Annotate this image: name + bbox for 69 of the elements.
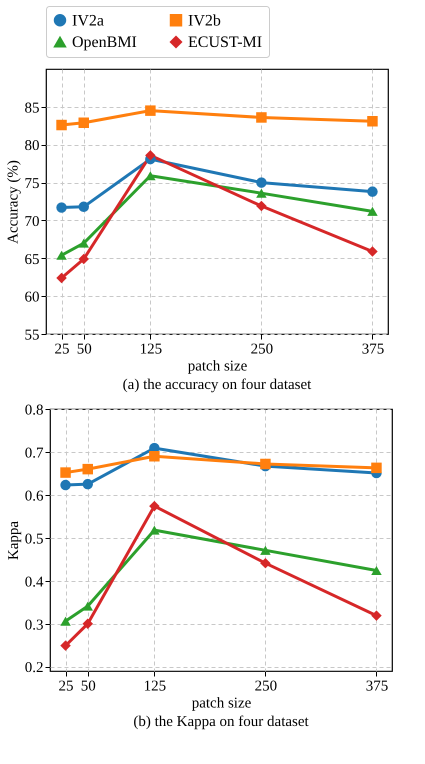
y-tick-label: 0.8 — [24, 402, 44, 418]
x-tick-label: 375 — [362, 342, 384, 358]
legend-label: OpenBMI — [72, 34, 137, 51]
x-tick-label: 25 — [54, 342, 70, 358]
point — [149, 451, 160, 462]
x-tick-label: 25 — [58, 678, 74, 694]
x-tick-label: 250 — [250, 342, 274, 358]
point — [56, 120, 67, 130]
point — [256, 112, 267, 123]
point — [78, 254, 89, 264]
point — [82, 478, 93, 490]
y-tick-label: 0.6 — [24, 488, 44, 504]
point — [256, 200, 267, 212]
legend-label: IV2a — [72, 12, 104, 30]
point — [149, 500, 160, 512]
point — [367, 186, 378, 197]
y-tick-label: 55 — [24, 328, 40, 344]
x-tick-label: 50 — [80, 678, 96, 694]
point — [56, 272, 67, 284]
x-axis-title: patch size — [188, 358, 248, 374]
point — [149, 526, 160, 535]
point — [371, 462, 382, 474]
point — [367, 116, 378, 126]
y-tick-label: 0.2 — [24, 660, 44, 676]
x-tick-label: 250 — [254, 678, 278, 694]
point — [78, 118, 89, 128]
point — [82, 602, 93, 611]
x-axis-title: patch size — [192, 696, 252, 712]
y-tick-label: 0.3 — [24, 617, 44, 634]
point — [60, 480, 71, 490]
text: (a) the accuracy on four dataset — [122, 377, 312, 393]
y-tick-label: 80 — [24, 138, 40, 154]
point — [256, 188, 267, 198]
point — [367, 246, 378, 257]
point — [60, 616, 71, 626]
point — [82, 618, 93, 629]
point — [256, 177, 267, 188]
x-tick-label: 125 — [140, 342, 162, 358]
y-tick-label: 0.5 — [24, 531, 44, 548]
y-tick-label: 65 — [24, 252, 40, 268]
point — [145, 150, 156, 161]
y-tick-label: 0.7 — [24, 445, 44, 462]
y-tick-label: 70 — [24, 214, 40, 230]
point — [78, 238, 89, 248]
point — [56, 202, 67, 213]
point — [260, 546, 271, 555]
y-tick-label: 0.4 — [24, 574, 44, 590]
x-tick-label: 375 — [366, 678, 388, 694]
point — [367, 206, 378, 216]
point — [82, 464, 93, 474]
point — [60, 640, 71, 651]
y-axis-title: Accuracy (%) — [6, 160, 22, 244]
point — [145, 171, 156, 180]
point — [56, 250, 67, 260]
point — [60, 467, 71, 478]
y-tick-label: 85 — [24, 100, 40, 116]
y-tick-label: 75 — [24, 176, 40, 192]
x-tick-label: 125 — [144, 678, 166, 694]
y-tick-label: 60 — [24, 290, 40, 306]
y-axis-title: Kappa — [6, 520, 22, 560]
point — [371, 610, 382, 621]
point — [260, 558, 271, 568]
point — [371, 566, 382, 576]
legend-label: IV2b — [188, 12, 221, 30]
text: (b) the Kappa on four dataset — [133, 714, 310, 730]
x-tick-label: 50 — [76, 342, 92, 358]
legend-label: ECUST-MI — [188, 34, 262, 51]
point — [78, 202, 89, 212]
point — [145, 105, 156, 116]
